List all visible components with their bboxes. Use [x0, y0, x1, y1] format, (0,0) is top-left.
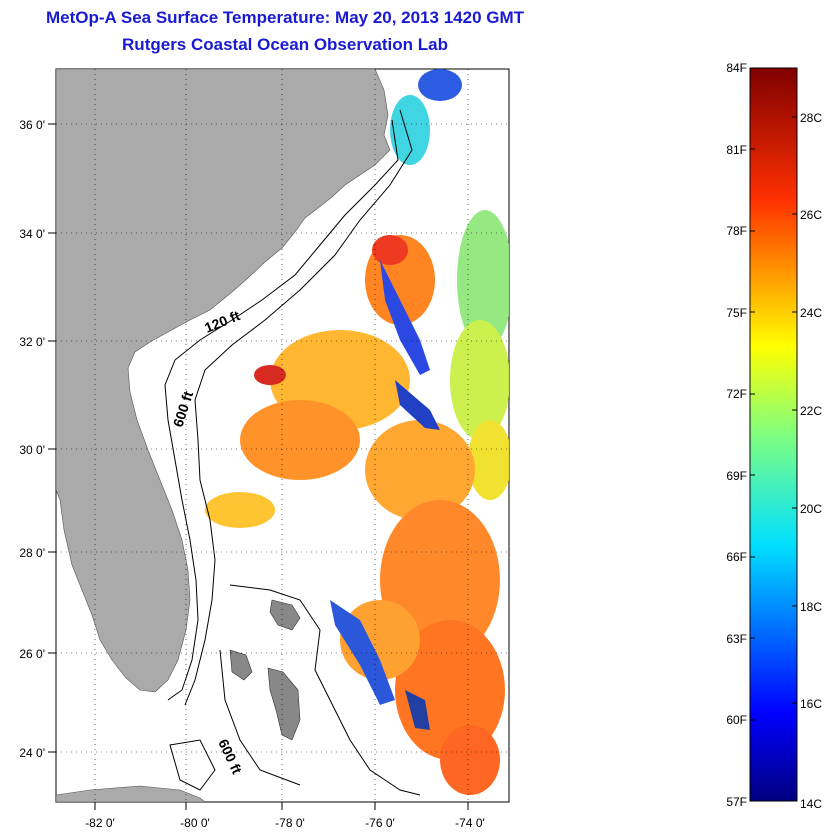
colorbar-f-label: 69F [726, 469, 747, 483]
land-bahamas-2 [267, 667, 301, 741]
lon-tick-label: -80 0' [180, 816, 210, 830]
temperature-colorbar: 84F 81F 78F 75F 72F 69F 66F 63F 60F 57F … [726, 61, 822, 811]
colorbar-f-label: 81F [726, 143, 747, 157]
colorbar-c-ticks [792, 116, 797, 802]
contour-120ft [164, 119, 399, 701]
sst-data-layer [205, 69, 509, 795]
land-mass-us [56, 69, 391, 693]
contour-600ft [184, 109, 413, 706]
colorbar-c-label: 18C [800, 600, 822, 614]
lat-tick-label: 36 0' [19, 118, 45, 132]
colorbar-f-label: 75F [726, 306, 747, 320]
colorbar-c-label: 20C [800, 502, 822, 516]
lat-tick-label: 30 0' [19, 443, 45, 457]
colorbar-c-label: 24C [800, 306, 822, 320]
colorbar-f-label: 84F [726, 61, 747, 75]
lat-tick-label: 26 0' [19, 647, 45, 661]
colorbar-gradient [749, 67, 798, 802]
colorbar-f-label: 60F [726, 713, 747, 727]
colorbar-c-label: 26C [800, 208, 822, 222]
lon-tick-label: -74 0' [455, 816, 485, 830]
lon-tick-label: -76 0' [365, 816, 395, 830]
colorbar-f-label: 72F [726, 387, 747, 401]
land-bahamas-3 [229, 649, 253, 681]
lat-tick-label: 28 0' [19, 546, 45, 560]
lon-tick-label: -78 0' [275, 816, 305, 830]
colorbar-c-label: 16C [800, 697, 822, 711]
land-mass-cuba [56, 785, 206, 802]
colorbar-c-label: 14C [800, 797, 822, 811]
land-bahamas-1 [269, 599, 301, 631]
map-title: MetOp-A Sea Surface Temperature: May 20,… [45, 8, 525, 27]
lat-tick-label: 34 0' [19, 227, 45, 241]
colorbar-f-label: 78F [726, 224, 747, 238]
colorbar-c-label: 22C [800, 404, 822, 418]
colorbar-f-label: 66F [726, 550, 747, 564]
colorbar-f-label: 57F [726, 795, 747, 809]
lat-tick-label: 24 0' [19, 746, 45, 760]
frame-ticks [48, 123, 469, 810]
contour-bahamas [169, 584, 421, 796]
lon-tick-label: -82 0' [85, 816, 115, 830]
colorbar-f-label: 63F [726, 632, 747, 646]
lat-tick-label: 32 0' [19, 335, 45, 349]
colorbar-c-label: 28C [800, 111, 822, 125]
map-subtitle: Rutgers Coastal Ocean Observation Lab [122, 35, 448, 54]
grid-lines [56, 69, 509, 802]
colorbar-f-ticks [750, 67, 755, 802]
